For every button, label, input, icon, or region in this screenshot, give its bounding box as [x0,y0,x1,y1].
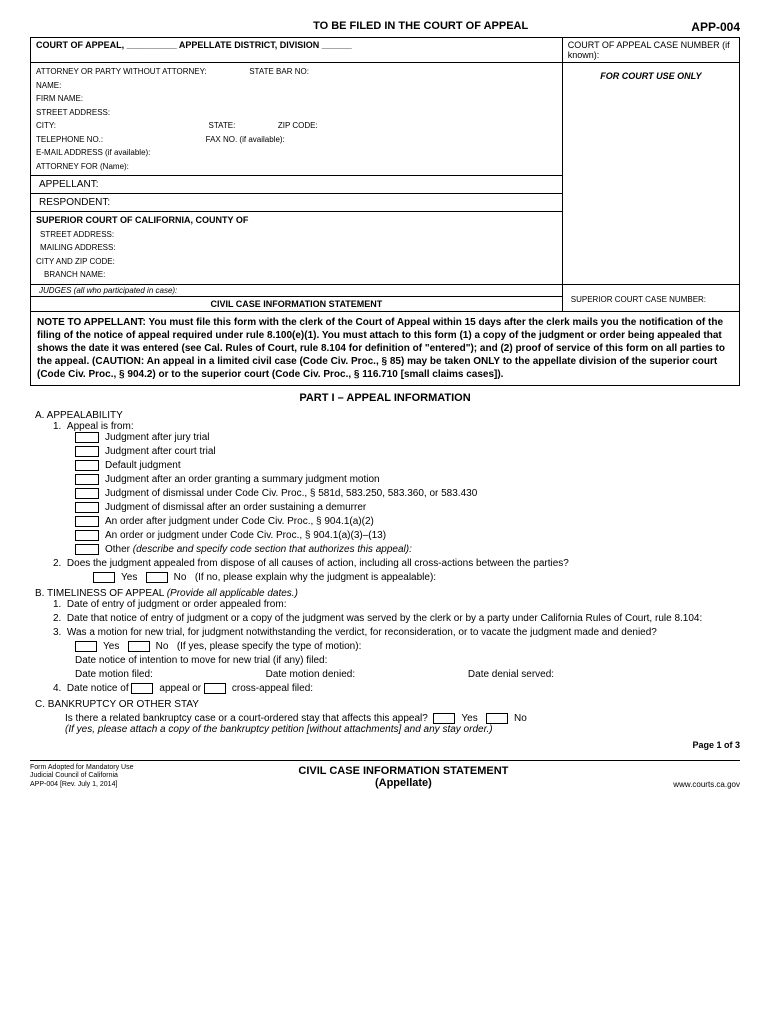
a1-option-4[interactable]: Judgment of dismissal under Code Civ. Pr… [75,488,740,499]
page-number: Page 1 of 3 [30,740,740,750]
filing-notice: TO BE FILED IN THE COURT OF APPEAL [150,20,691,34]
b-q3: 3. Was a motion for new trial, for judgm… [53,627,740,680]
section-a: A. APPEALABILITY 1. Appeal is from: Judg… [35,410,740,583]
case-number-cell: COURT OF APPEAL CASE NUMBER (if known): [562,38,739,63]
a1-option-3[interactable]: Judgment after an order granting a summa… [75,474,740,485]
c-note: (If yes, please attach a copy of the ban… [65,724,740,735]
footer: Form Adopted for Mandatory Use Judicial … [30,760,740,789]
b4-cross-checkbox[interactable] [204,683,226,694]
c-no-checkbox[interactable] [486,713,508,724]
a1-option-5[interactable]: Judgment of dismissal after an order sus… [75,502,740,513]
b4-appeal-checkbox[interactable] [131,683,153,694]
footer-url: www.courts.ca.gov [673,780,740,789]
section-c-label: C. BANKRUPTCY OR OTHER STAY [35,699,740,710]
court-use-only: FOR COURT USE ONLY [562,63,739,285]
superior-court-block[interactable]: SUPERIOR COURT OF CALIFORNIA, COUNTY OF … [31,212,563,285]
attorney-block[interactable]: ATTORNEY OR PARTY WITHOUT ATTORNEY: STAT… [31,63,563,176]
c-yes-checkbox[interactable] [433,713,455,724]
section-a-label: A. APPEALABILITY [35,410,740,421]
judges-field[interactable]: JUDGES (all who participated in case): [31,284,563,296]
a1-other[interactable]: Other (describe and specify code section… [75,544,740,555]
b3-yes-checkbox[interactable] [75,641,97,652]
b3-no-checkbox[interactable] [128,641,150,652]
form-title: CIVIL CASE INFORMATION STATEMENT [31,296,563,311]
court-of-appeal-line[interactable]: COURT OF APPEAL, __________ APPELLATE DI… [31,38,563,63]
c-question: Is there a related bankruptcy case or a … [65,713,740,724]
note-to-appellant: NOTE TO APPELLANT: You must file this fo… [30,312,740,386]
footer-title: CIVIL CASE INFORMATION STATEMENT (Appell… [298,765,508,789]
a1-option-1[interactable]: Judgment after court trial [75,446,740,457]
b3-dates-row[interactable]: Date motion filed: Date motion denied: D… [75,669,740,680]
section-c: C. BANKRUPTCY OR OTHER STAY Is there a r… [35,699,740,735]
form-code: APP-004 [691,20,740,34]
superior-case-number[interactable]: SUPERIOR COURT CASE NUMBER: [562,284,739,311]
caption-table: COURT OF APPEAL, __________ APPELLATE DI… [30,37,740,312]
a1-option-7[interactable]: An order or judgment under Code Civ. Pro… [75,530,740,541]
a1-option-0[interactable]: Judgment after jury trial [75,432,740,443]
footer-left: Form Adopted for Mandatory Use Judicial … [30,764,134,789]
respondent-field[interactable]: RESPONDENT: [31,194,563,212]
a-q1: 1. Appeal is from: Judgment after jury t… [53,421,740,555]
b-q4[interactable]: 4. Date notice of appeal or cross-appeal… [53,683,740,694]
b-q1[interactable]: 1. Date of entry of judgment or order ap… [53,599,740,610]
b3a[interactable]: Date notice of intention to move for new… [75,655,740,666]
header-line: TO BE FILED IN THE COURT OF APPEAL APP-0… [30,20,740,34]
a2-no-checkbox[interactable] [146,572,168,583]
section-b-label: B. TIMELINESS OF APPEAL (Provide all app… [35,588,740,599]
b-q2[interactable]: 2. Date that notice of entry of judgment… [53,613,740,624]
appellant-field[interactable]: APPELLANT: [31,176,563,194]
a-q2: 2. Does the judgment appealed from dispo… [53,558,740,583]
a2-yes-checkbox[interactable] [93,572,115,583]
section-b: B. TIMELINESS OF APPEAL (Provide all app… [35,588,740,694]
part1-title: PART I – APPEAL INFORMATION [30,392,740,404]
a1-option-2[interactable]: Default judgment [75,460,740,471]
a1-option-6[interactable]: An order after judgment under Code Civ. … [75,516,740,527]
